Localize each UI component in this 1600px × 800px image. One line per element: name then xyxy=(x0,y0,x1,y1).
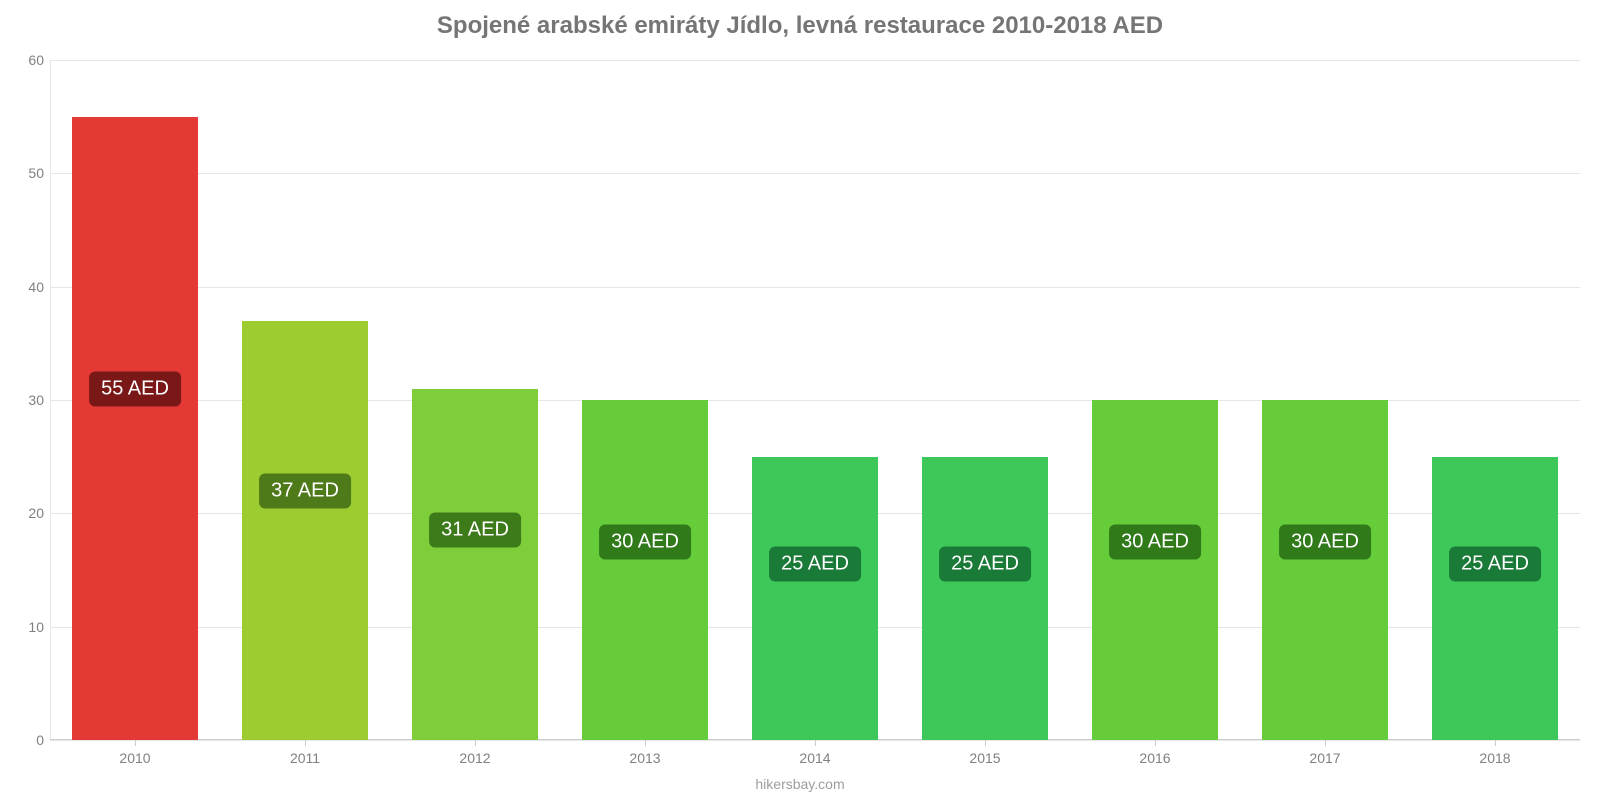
bar-value-badge: 31 AED xyxy=(429,513,521,548)
x-tick-mark xyxy=(1495,740,1496,746)
x-tick-label: 2014 xyxy=(730,750,900,766)
x-tick-label: 2018 xyxy=(1410,750,1580,766)
bar: 30 AED xyxy=(1262,400,1388,740)
bar-value-badge: 25 AED xyxy=(1449,547,1541,582)
bar: 37 AED xyxy=(242,321,368,740)
y-tick-label: 0 xyxy=(10,732,44,748)
bar-value-badge: 25 AED xyxy=(769,547,861,582)
x-tick-label: 2010 xyxy=(50,750,220,766)
bar-value-badge: 30 AED xyxy=(1109,524,1201,559)
bar-value-badge: 55 AED xyxy=(89,371,181,406)
bar-slot: 31 AED2012 xyxy=(390,60,560,740)
bar-slot: 30 AED2017 xyxy=(1240,60,1410,740)
bar-slot: 55 AED2010 xyxy=(50,60,220,740)
y-tick-label: 60 xyxy=(10,52,44,68)
bar: 30 AED xyxy=(1092,400,1218,740)
bar-slot: 37 AED2011 xyxy=(220,60,390,740)
x-tick-label: 2011 xyxy=(220,750,390,766)
bar-value-badge: 25 AED xyxy=(939,547,1031,582)
chart-footer: hikersbay.com xyxy=(0,776,1600,792)
x-tick-mark xyxy=(1155,740,1156,746)
y-tick-label: 20 xyxy=(10,505,44,521)
bar-slot: 25 AED2015 xyxy=(900,60,1070,740)
x-tick-mark xyxy=(305,740,306,746)
chart-title: Spojené arabské emiráty Jídlo, levná res… xyxy=(0,0,1600,40)
x-tick-mark xyxy=(475,740,476,746)
bar: 25 AED xyxy=(922,457,1048,740)
bar-slot: 30 AED2013 xyxy=(560,60,730,740)
bar: 25 AED xyxy=(752,457,878,740)
x-tick-mark xyxy=(1325,740,1326,746)
bar-value-badge: 30 AED xyxy=(1279,524,1371,559)
bar-slot: 30 AED2016 xyxy=(1070,60,1240,740)
x-tick-mark xyxy=(135,740,136,746)
bar: 31 AED xyxy=(412,389,538,740)
y-tick-label: 50 xyxy=(10,165,44,181)
chart-container: Spojené arabské emiráty Jídlo, levná res… xyxy=(0,0,1600,800)
bar-slot: 25 AED2014 xyxy=(730,60,900,740)
bar: 30 AED xyxy=(582,400,708,740)
x-tick-mark xyxy=(815,740,816,746)
bars-group: 55 AED201037 AED201131 AED201230 AED2013… xyxy=(50,60,1580,740)
x-tick-label: 2017 xyxy=(1240,750,1410,766)
x-tick-label: 2013 xyxy=(560,750,730,766)
x-tick-mark xyxy=(985,740,986,746)
plot-area: 0102030405060 55 AED201037 AED201131 AED… xyxy=(50,60,1580,740)
y-tick-label: 40 xyxy=(10,279,44,295)
y-tick-label: 30 xyxy=(10,392,44,408)
x-tick-label: 2016 xyxy=(1070,750,1240,766)
bar-value-badge: 37 AED xyxy=(259,473,351,508)
x-tick-mark xyxy=(645,740,646,746)
x-tick-label: 2015 xyxy=(900,750,1070,766)
bar-slot: 25 AED2018 xyxy=(1410,60,1580,740)
bar-value-badge: 30 AED xyxy=(599,524,691,559)
y-tick-label: 10 xyxy=(10,619,44,635)
bar: 55 AED xyxy=(72,117,198,740)
x-tick-label: 2012 xyxy=(390,750,560,766)
bar: 25 AED xyxy=(1432,457,1558,740)
